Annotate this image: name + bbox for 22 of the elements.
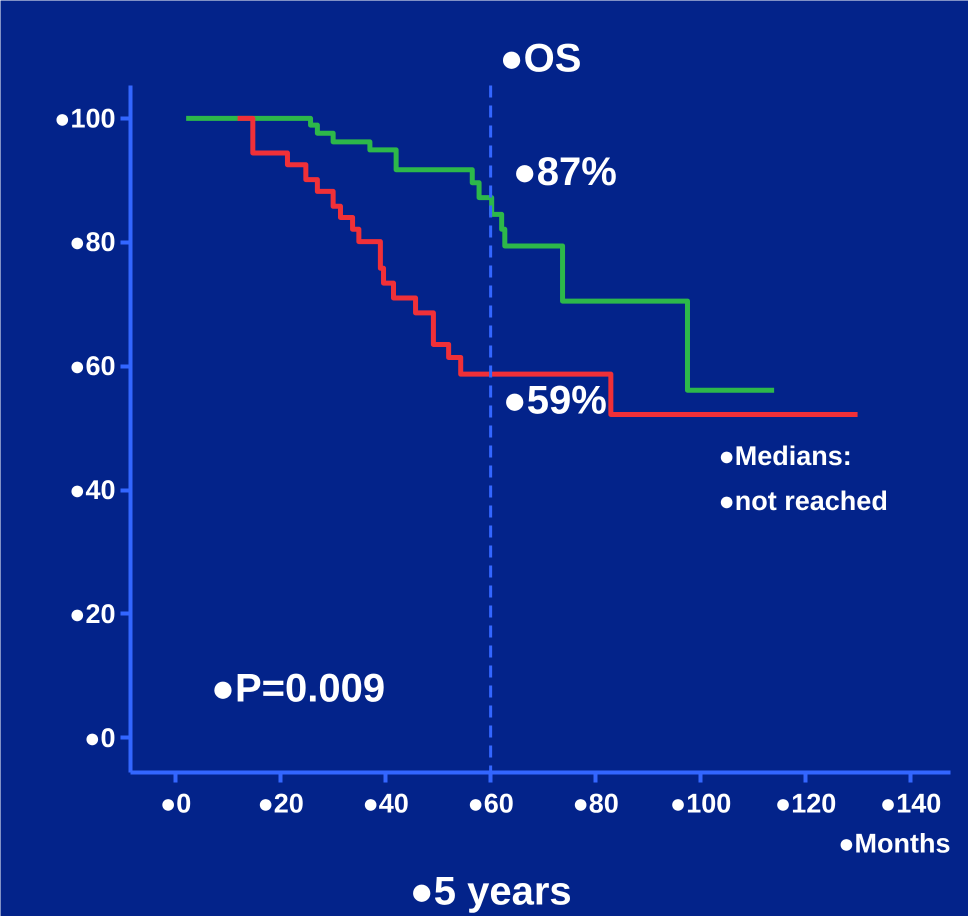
annotation: ●Medians:: [718, 440, 852, 471]
annotation: ●not reached: [718, 486, 888, 516]
x-tick-label: ●140: [880, 788, 942, 818]
x-tick-label: ●100: [670, 788, 732, 818]
y-tick-label: ●60: [69, 351, 116, 382]
annotation: ●P=0.009: [210, 666, 386, 710]
annotation: ●87%: [512, 150, 617, 194]
y-tick-label: ●40: [69, 475, 116, 506]
x-tick-label: ●60: [467, 788, 514, 818]
x-tick-label: ●120: [774, 788, 836, 818]
annotation: ●59%: [502, 378, 607, 422]
x-tick-label: ●0: [160, 788, 192, 818]
y-tick-label: ●80: [69, 227, 116, 258]
x-axis-title: ●Months: [838, 828, 951, 858]
chart-title: ●OS: [500, 36, 582, 80]
x-tick-label: ●40: [362, 788, 409, 818]
x-tick-label: ●20: [257, 788, 304, 818]
y-tick-label: ●0: [84, 722, 116, 753]
ref-line-label: ●5 years: [410, 870, 572, 914]
x-tick-label: ●80: [572, 788, 619, 818]
y-tick-label: ●20: [69, 598, 116, 629]
y-tick-label: ●100: [54, 103, 116, 134]
